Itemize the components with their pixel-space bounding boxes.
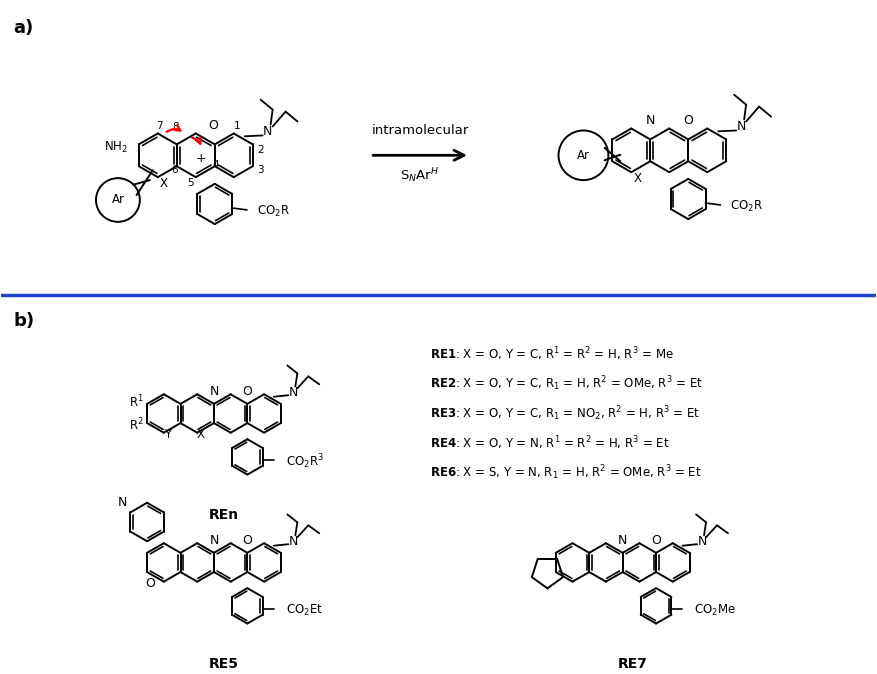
- Text: 8: 8: [173, 123, 179, 133]
- Text: 7: 7: [156, 121, 163, 131]
- Text: CO$_2$R$^3$: CO$_2$R$^3$: [286, 452, 324, 471]
- Text: N: N: [289, 386, 298, 399]
- Text: NH$_2$: NH$_2$: [104, 140, 128, 155]
- Text: R$^2$: R$^2$: [129, 417, 144, 433]
- Text: N: N: [737, 120, 745, 133]
- Text: CO$_2$R: CO$_2$R: [257, 204, 289, 220]
- Text: N: N: [289, 534, 298, 548]
- Text: N: N: [210, 534, 218, 547]
- Text: 6: 6: [171, 165, 178, 175]
- Text: S$_{N}$Ar$^{H}$: S$_{N}$Ar$^{H}$: [401, 166, 439, 185]
- Text: RE5: RE5: [209, 657, 239, 671]
- Text: +: +: [196, 152, 206, 164]
- Text: 3: 3: [257, 165, 264, 175]
- Text: $\bf{RE1}$: X = O, Y = C, R$^{1}$ = R$^{2}$ = H, R$^{3}$ = Me: $\bf{RE1}$: X = O, Y = C, R$^{1}$ = R$^{…: [430, 345, 674, 363]
- Text: X: X: [633, 172, 641, 185]
- Text: O: O: [683, 114, 693, 127]
- Text: X: X: [197, 428, 205, 441]
- Text: N: N: [210, 385, 218, 398]
- Text: O: O: [208, 119, 217, 132]
- Text: RE7: RE7: [617, 657, 647, 671]
- Text: 5: 5: [188, 178, 194, 188]
- Text: Ar: Ar: [111, 193, 125, 206]
- Text: N: N: [645, 114, 655, 127]
- Text: R$^1$: R$^1$: [129, 394, 144, 410]
- Text: $\bf{RE3}$: X = O, Y = C, R$_1$ = NO$_2$, R$^{2}$ = H, R$^{3}$ = Et: $\bf{RE3}$: X = O, Y = C, R$_1$ = NO$_2$…: [430, 404, 700, 423]
- Text: X: X: [160, 177, 168, 189]
- Text: CO$_2$Et: CO$_2$Et: [286, 603, 323, 618]
- Text: REn: REn: [209, 508, 239, 522]
- Text: 2: 2: [257, 146, 264, 155]
- Text: CO$_2$R: CO$_2$R: [731, 200, 763, 214]
- Text: $\bf{RE6}$: X = S, Y = N, R$_1$ = H, R$^{2}$ = OMe, R$^{3}$ = Et: $\bf{RE6}$: X = S, Y = N, R$_1$ = H, R$^…: [430, 464, 702, 483]
- Text: $\bf{RE2}$: X = O, Y = C, R$_1$ = H, R$^{2}$ = OMe, R$^{3}$ = Et: $\bf{RE2}$: X = O, Y = C, R$_1$ = H, R$^…: [430, 374, 703, 393]
- Text: O: O: [242, 385, 253, 398]
- Text: Ar: Ar: [577, 149, 590, 162]
- Text: O: O: [242, 534, 253, 547]
- Text: O: O: [651, 534, 661, 547]
- Text: intramolecular: intramolecular: [371, 124, 468, 137]
- Text: b): b): [13, 312, 34, 330]
- Text: CO$_2$Me: CO$_2$Me: [695, 603, 737, 618]
- Text: N: N: [697, 534, 707, 548]
- Text: $\bf{RE4}$: X = O, Y = N, R$^{1}$ = R$^{2}$ = H, R$^{3}$ = Et: $\bf{RE4}$: X = O, Y = N, R$^{1}$ = R$^{…: [430, 435, 669, 452]
- Text: O: O: [146, 577, 155, 590]
- Text: N: N: [618, 534, 627, 547]
- Text: Y: Y: [164, 428, 171, 441]
- Text: N: N: [263, 125, 273, 138]
- Text: 1: 1: [233, 121, 240, 131]
- Text: 4: 4: [212, 160, 219, 171]
- Text: a): a): [13, 20, 33, 37]
- Text: N: N: [118, 496, 127, 510]
